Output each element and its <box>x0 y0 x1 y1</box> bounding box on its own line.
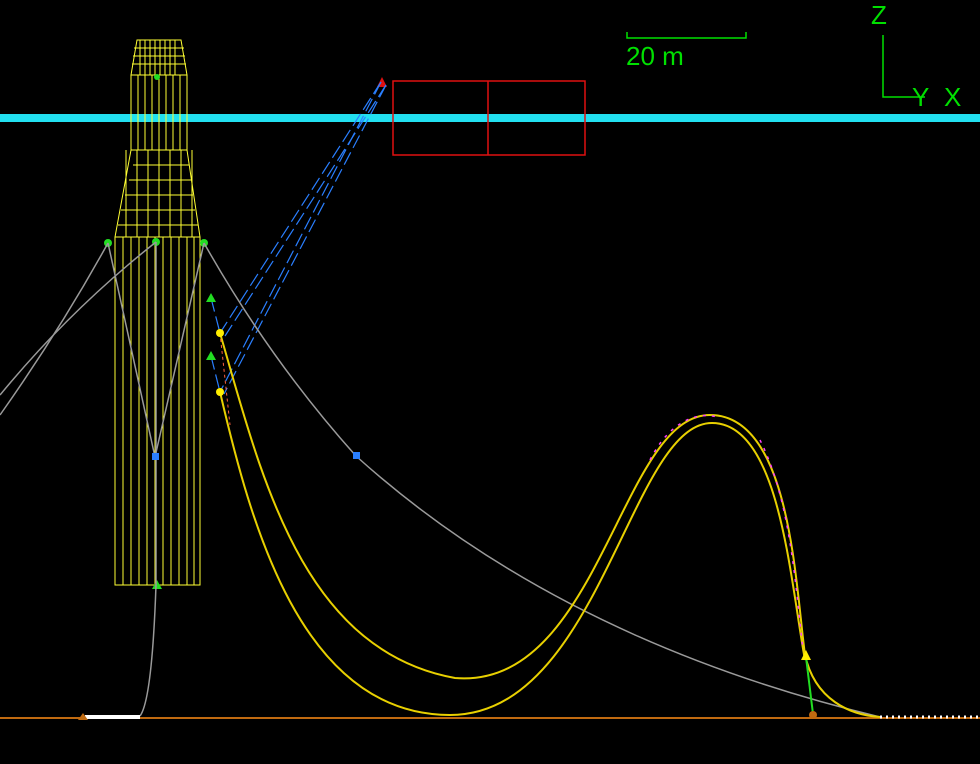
anchor <box>809 711 817 719</box>
riser-end <box>216 329 224 337</box>
axis-label: Z <box>871 0 887 30</box>
buoy <box>152 453 159 460</box>
page: 20 m Z Y X (() => { const data = JSON.pa… <box>0 0 980 764</box>
sea-surface <box>0 114 980 122</box>
node <box>154 74 160 80</box>
axis-label: X <box>944 82 961 112</box>
model-view: 20 m Z Y X <box>0 0 980 764</box>
scale-label: 20 m <box>626 41 684 71</box>
axis-label: Y <box>912 82 929 112</box>
riser-end <box>216 388 224 396</box>
buoy <box>353 452 360 459</box>
